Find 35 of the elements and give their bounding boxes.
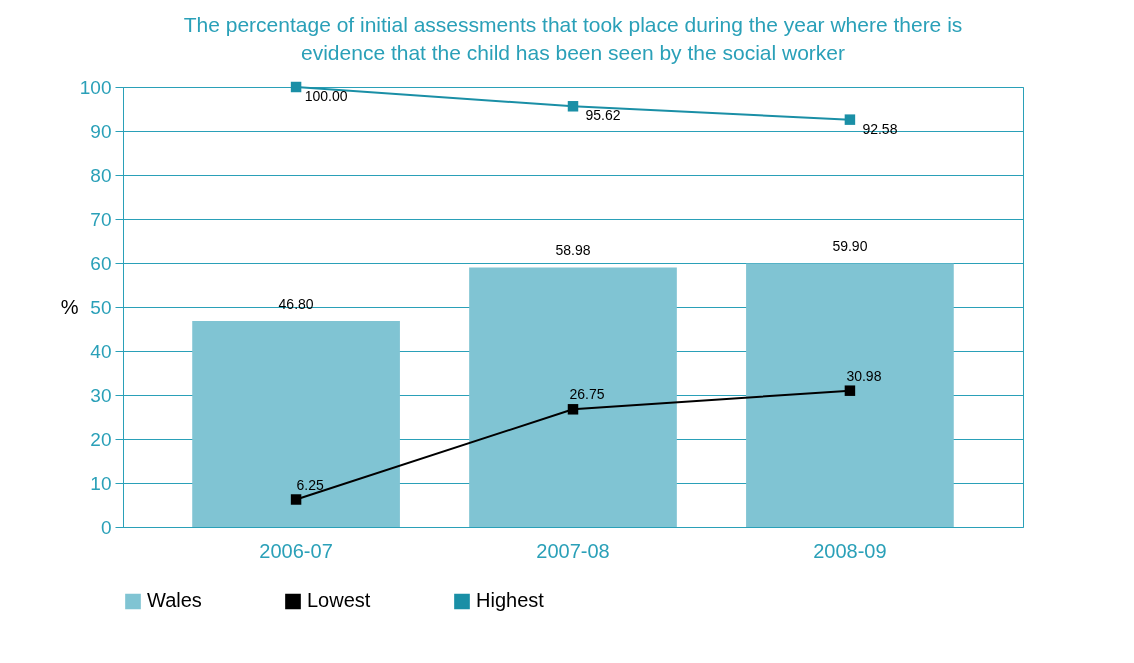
data-label: 95.62 (585, 107, 621, 124)
data-label: 30.98 (846, 367, 882, 384)
x-tick-label: 2008-09 (813, 539, 887, 562)
y-tick-label: 80 (90, 164, 112, 186)
legend-label: Lowest (307, 589, 371, 612)
y-tick-label: 20 (90, 428, 112, 450)
y-tick-label: 30 (90, 384, 112, 406)
point (844, 114, 856, 125)
y-tick-label: 70 (90, 208, 112, 230)
point (290, 81, 302, 93)
bar (469, 267, 677, 527)
y-tick-label: 50 (90, 296, 112, 318)
data-label: 6.25 (296, 476, 324, 493)
data-label: 100.00 (304, 88, 348, 104)
y-axis-title: % (60, 295, 79, 318)
y-tick-label: 100 (79, 76, 112, 98)
data-label: 26.75 (569, 386, 605, 403)
y-tick-label: 90 (90, 120, 112, 142)
data-label: 58.98 (555, 242, 591, 259)
legend-label: Highest (476, 589, 545, 612)
y-tick-label: 10 (90, 472, 112, 494)
point (844, 385, 856, 396)
chart-title: The percentage of initial assessments that took place during the year where there is evidence that the child has been seen by the social worker (183, 13, 963, 64)
x-tick-label: 2006-07 (259, 539, 333, 562)
x-tick-label: 2007-08 (536, 539, 610, 562)
legend-label: Wales (147, 589, 202, 612)
point (290, 494, 302, 505)
data-label: 59.90 (832, 238, 868, 255)
point (567, 101, 579, 112)
bar (192, 321, 400, 527)
y-tick-label: 40 (90, 340, 112, 362)
y-tick-label: 0 (100, 516, 112, 538)
bar (746, 263, 954, 527)
point (567, 404, 579, 415)
y-tick-label: 60 (90, 252, 112, 274)
